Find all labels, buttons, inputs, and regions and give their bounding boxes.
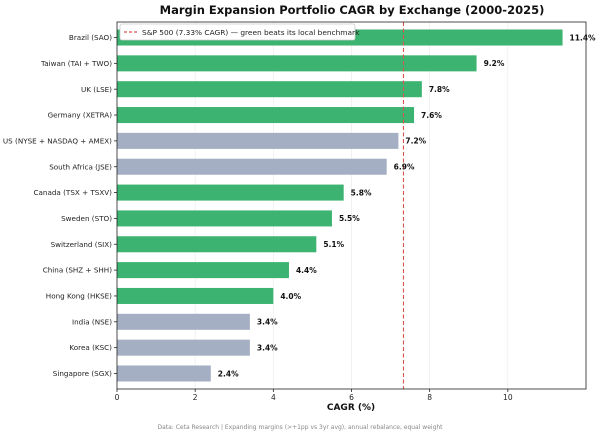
- value-label: 9.2%: [484, 59, 505, 68]
- y-category-label: UK (LSE): [81, 85, 112, 94]
- x-tick-label: 2: [193, 393, 198, 402]
- value-label: 2.4%: [218, 369, 239, 378]
- value-label: 7.8%: [429, 85, 450, 94]
- grid-lines: [116, 22, 509, 389]
- value-label: 5.5%: [339, 214, 360, 223]
- x-axis-label: CAGR (%): [327, 403, 375, 413]
- y-category-label: Singapore (SGX): [53, 369, 112, 378]
- y-category-label: Switzerland (SIX): [51, 240, 113, 249]
- y-category-label: Sweden (STO): [61, 214, 112, 223]
- y-category-label: China (SHZ + SHH): [43, 266, 112, 275]
- x-axis-ticks: 0 2 4 6 8 10: [115, 389, 513, 402]
- bar: [117, 132, 399, 149]
- y-category-label: Brazil (SAO): [69, 33, 112, 42]
- bar: [117, 158, 387, 175]
- bar: [117, 365, 211, 382]
- y-category-label: South Africa (JSE): [49, 162, 112, 171]
- legend: S&P 500 (7.33% CAGR) — green beats its l…: [119, 23, 360, 41]
- x-tick-label: 0: [115, 393, 120, 402]
- bar: [117, 287, 274, 304]
- y-category-label: Korea (KSC): [69, 343, 112, 352]
- bar: [117, 236, 317, 253]
- bar: [117, 339, 250, 356]
- bar: [117, 210, 332, 227]
- value-label: 4.4%: [296, 266, 317, 275]
- y-category-label: Canada (TSX + TSXV): [33, 188, 112, 197]
- x-tick-label: 8: [427, 393, 432, 402]
- value-label: 6.9%: [394, 163, 415, 172]
- bar: [117, 107, 415, 124]
- plot-frame: [116, 21, 587, 390]
- value-label: 5.1%: [323, 240, 344, 249]
- footnote: Data: Ceta Research | Expanding margins …: [157, 424, 443, 431]
- x-tick-label: 6: [349, 393, 354, 402]
- bars: [117, 29, 563, 382]
- bar: [117, 55, 477, 72]
- bar: [117, 81, 422, 98]
- chart-title: Margin Expansion Portfolio CAGR by Excha…: [160, 3, 545, 17]
- value-label: 5.8%: [351, 188, 372, 197]
- value-label: 4.0%: [280, 292, 301, 301]
- y-category-label: Hong Kong (HKSE): [46, 292, 112, 301]
- y-category-label: Germany (XETRA): [48, 111, 113, 120]
- value-label: 3.4%: [257, 318, 278, 327]
- value-label: 11.4%: [570, 33, 597, 42]
- bar: [117, 184, 344, 201]
- value-label: 7.2%: [405, 137, 426, 146]
- value-labels: 11.4% 9.2% 7.8% 7.6% 7.2% 6.9% 5.8% 5.5% 5.1% 4.4…: [218, 33, 596, 378]
- legend-box: [119, 23, 356, 41]
- x-tick-label: 4: [271, 393, 276, 402]
- bar: [117, 262, 289, 279]
- legend-label: S&P 500 (7.33% CAGR) — green beats its l…: [142, 28, 360, 37]
- value-label: 3.4%: [257, 343, 278, 352]
- bar: [117, 313, 250, 330]
- x-tick-label: 10: [503, 393, 513, 402]
- y-category-label: US (NYSE + NASDAQ + AMEX): [3, 136, 112, 145]
- y-category-label: India (NSE): [72, 317, 112, 326]
- y-axis-categories: Brazil (SAO) Taiwan (TAI + TWO) UK (LSE) Ge…: [3, 33, 117, 378]
- value-label: 7.6%: [421, 111, 442, 120]
- y-category-label: Taiwan (TAI + TWO): [40, 59, 112, 68]
